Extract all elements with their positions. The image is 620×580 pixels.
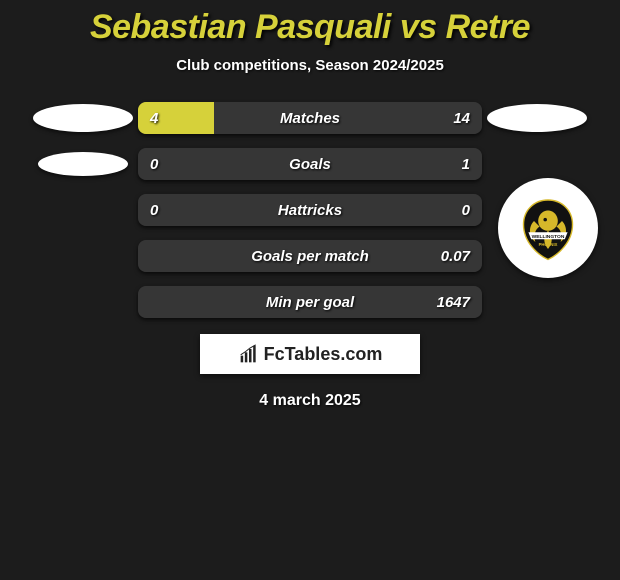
player-left-badge-slot xyxy=(28,152,138,176)
stat-value-right: 0.07 xyxy=(441,240,470,272)
svg-text:WELLINGTON: WELLINGTON xyxy=(532,234,565,240)
brand-text: FcTables.com xyxy=(238,344,383,365)
stat-value-right: 1 xyxy=(462,148,470,180)
player-right-badge-slot xyxy=(482,104,592,132)
player-left-placeholder-oval xyxy=(33,104,133,132)
stat-bar-goals-per-match: Goals per match 0.07 xyxy=(138,240,482,272)
stat-value-left: 0 xyxy=(150,194,158,226)
club-right-logo-wrap: WELLINGTON PHOENIX xyxy=(498,178,598,278)
bar-track xyxy=(138,194,482,226)
bar-track xyxy=(138,148,482,180)
page-title: Sebastian Pasquali vs Retre xyxy=(0,8,620,47)
bar-track xyxy=(138,240,482,272)
stat-bar-goals: 0 Goals 1 xyxy=(138,148,482,180)
club-right-logo: WELLINGTON PHOENIX xyxy=(498,178,598,278)
svg-text:PHOENIX: PHOENIX xyxy=(539,242,558,247)
phoenix-crest-icon: WELLINGTON PHOENIX xyxy=(513,193,583,263)
player-left-badge-slot xyxy=(28,104,138,132)
stat-row: 4 Matches 14 xyxy=(0,102,620,134)
bar-track xyxy=(138,286,482,318)
stat-bar-matches: 4 Matches 14 xyxy=(138,102,482,134)
bar-chart-icon xyxy=(238,344,260,364)
stat-value-right: 14 xyxy=(453,102,470,134)
player-right-placeholder-oval xyxy=(487,104,587,132)
stat-row: 0 Goals 1 xyxy=(0,148,620,180)
stat-row: Min per goal 1647 xyxy=(0,286,620,318)
stat-value-right: 1647 xyxy=(437,286,470,318)
comparison-infographic: Sebastian Pasquali vs Retre Club competi… xyxy=(0,0,620,410)
stat-value-left: 0 xyxy=(150,148,158,180)
stat-value-left: 4 xyxy=(150,102,158,134)
generated-date: 4 march 2025 xyxy=(0,392,620,410)
subtitle: Club competitions, Season 2024/2025 xyxy=(0,57,620,74)
brand-label: FcTables.com xyxy=(264,344,383,365)
stat-value-right: 0 xyxy=(462,194,470,226)
player-left-placeholder-oval-small xyxy=(38,152,128,176)
stat-bar-min-per-goal: Min per goal 1647 xyxy=(138,286,482,318)
brand-watermark: FcTables.com xyxy=(200,334,420,374)
stat-bar-hattricks: 0 Hattricks 0 xyxy=(138,194,482,226)
